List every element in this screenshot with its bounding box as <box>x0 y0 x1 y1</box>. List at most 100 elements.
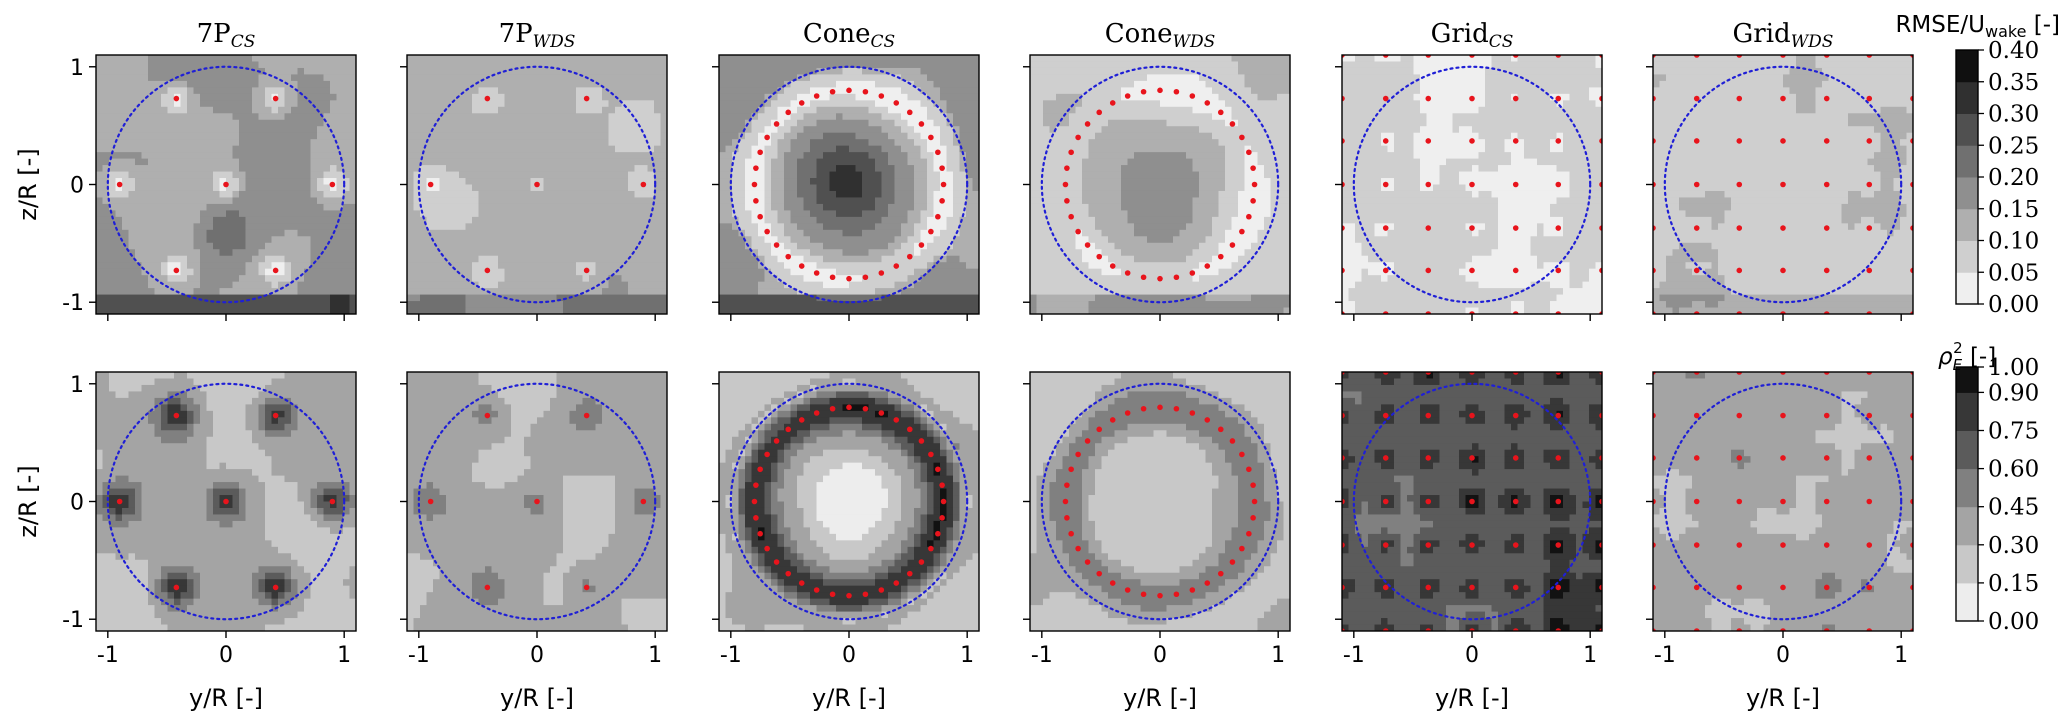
colorbar-segment <box>1956 506 1978 546</box>
panel-r1-c6 <box>1646 54 1914 321</box>
rotor-circle <box>1040 382 1280 621</box>
sensor-point <box>1736 455 1743 461</box>
sensor-point <box>764 545 770 552</box>
sensor-point <box>906 253 913 260</box>
sensor-point <box>1075 451 1081 458</box>
colorbar-title-subscript: wake <box>1985 22 2026 41</box>
sensor-point <box>1469 267 1475 274</box>
sensor-point <box>918 121 925 127</box>
sensor-point <box>1251 181 1258 188</box>
sensor-point <box>1469 95 1475 102</box>
y-tick-label: -1 <box>62 291 84 316</box>
y-axis-label: z/R [-] <box>14 148 42 220</box>
sensor-point <box>1425 138 1432 144</box>
colorbar-segment <box>1956 240 1978 273</box>
sensor-point <box>878 587 885 593</box>
sensor-point <box>1189 410 1196 416</box>
sensor-point <box>1866 584 1873 591</box>
rotor-circle <box>106 382 346 621</box>
sensor-point <box>829 274 836 281</box>
sensor-point <box>1866 138 1873 144</box>
panel-title-base: Cone <box>1105 19 1173 49</box>
sensor-point <box>640 181 647 188</box>
sensor-point <box>862 591 869 598</box>
panel-title-6: GridWDS <box>1733 19 1834 52</box>
sensor-point <box>1780 138 1786 144</box>
sensor-point <box>1382 584 1389 591</box>
sensor-point <box>173 267 180 274</box>
sensor-point <box>1246 149 1252 156</box>
contour-field <box>96 372 356 631</box>
x-tick-label: 0 <box>842 643 856 668</box>
sensor-point <box>1780 267 1786 274</box>
panel-r1-c5 <box>1335 54 1603 321</box>
sensor-point <box>1736 95 1743 102</box>
panel-r1-c2 <box>400 54 668 321</box>
sensor-point <box>862 88 869 95</box>
sensor-point <box>893 580 900 586</box>
sensor-point <box>1469 181 1475 188</box>
sensor-point <box>813 587 820 593</box>
panel-title-subscript: CS <box>231 32 256 52</box>
sensor-point <box>757 213 763 220</box>
sensor-point <box>935 530 941 537</box>
sensor-point <box>1425 455 1432 461</box>
contour-field <box>407 372 667 631</box>
sensor-point <box>1823 138 1830 144</box>
sensor-point <box>1140 591 1147 598</box>
sensor-point <box>1064 482 1070 488</box>
sensor-point <box>813 410 820 416</box>
sensor-point <box>1866 498 1873 505</box>
sensor-point <box>1780 498 1786 505</box>
panel-title-5: GridCS <box>1431 19 1514 52</box>
sensor-point <box>1555 138 1562 144</box>
sensor-point <box>1693 455 1700 461</box>
sensor-point <box>1157 87 1163 94</box>
panel-r2-c3: -1 0 1 y/R [-] <box>712 371 980 712</box>
contour-field <box>1030 55 1290 314</box>
sensor-point <box>785 253 792 260</box>
sensor-point <box>1425 542 1432 548</box>
sensor-point <box>753 482 759 488</box>
sensor-point <box>918 559 925 565</box>
x-axis-label: y/R [-] <box>812 684 886 712</box>
panel-title-1: 7PCS <box>197 19 256 52</box>
rotor-circle <box>106 65 346 304</box>
sensor-point <box>1157 404 1163 411</box>
sensor-point <box>1425 412 1432 419</box>
sensor-point <box>1229 438 1236 444</box>
sensor-point <box>1425 498 1432 505</box>
sensor-point <box>1157 275 1163 282</box>
sensor-point <box>893 100 900 106</box>
sensor-point <box>798 263 805 269</box>
sensor-point <box>1382 412 1389 419</box>
sensor-point <box>1469 225 1475 231</box>
colorbar-title-superscript: 2 <box>1953 339 1963 357</box>
colorbar-tick-label: 0.15 <box>1988 571 2039 597</box>
panel-title-4: ConeWDS <box>1105 19 1215 52</box>
sensor-point <box>757 149 763 156</box>
sensor-point <box>1382 542 1389 548</box>
sensor-point <box>918 242 925 248</box>
sensor-point <box>427 498 434 505</box>
sensor-point <box>1382 181 1389 188</box>
sensor-point <box>1189 93 1196 99</box>
x-tick-label: -1 <box>1654 643 1676 668</box>
panel-title-subscript: WDS <box>1172 32 1215 52</box>
panel-title-base: 7P <box>499 19 533 49</box>
sensor-points <box>116 412 336 591</box>
sensor-point <box>1124 270 1131 276</box>
rotor-circle <box>1352 65 1592 304</box>
sensor-point <box>753 198 759 204</box>
sensor-point <box>1425 267 1432 274</box>
contour-field <box>719 372 979 631</box>
sensor-point <box>1512 225 1519 231</box>
sensor-point <box>1064 198 1070 204</box>
x-tick-label: 1 <box>648 643 662 668</box>
sensor-point <box>773 242 780 248</box>
x-axis-label: y/R [-] <box>500 684 574 712</box>
sensor-point <box>1246 213 1252 220</box>
sensor-point <box>1736 181 1743 188</box>
sensor-point <box>829 88 836 95</box>
sensor-point <box>1823 412 1830 419</box>
